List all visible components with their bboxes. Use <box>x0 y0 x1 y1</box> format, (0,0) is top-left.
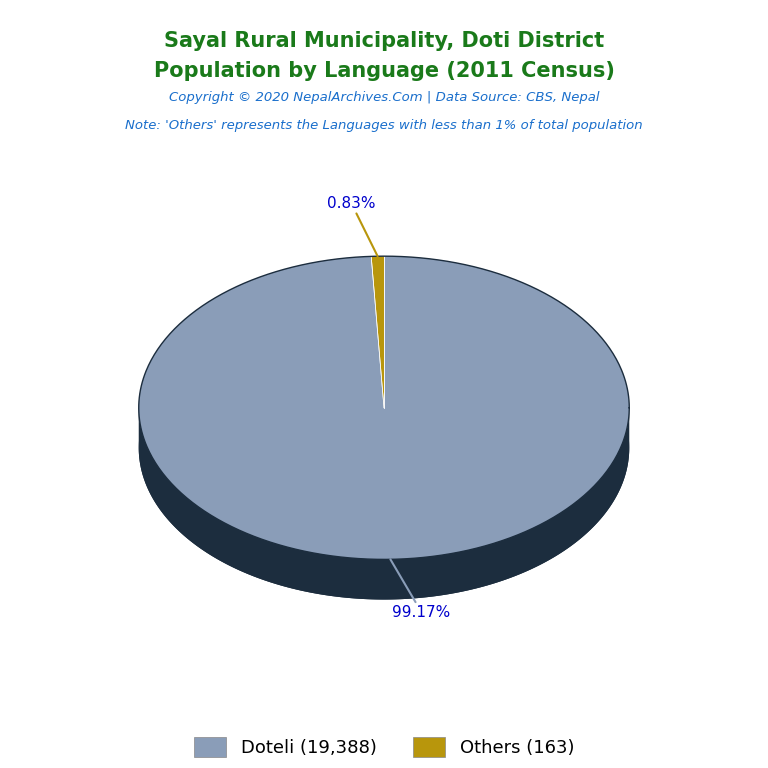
Text: Note: 'Others' represents the Languages with less than 1% of total population: Note: 'Others' represents the Languages … <box>125 119 643 132</box>
Text: Copyright © 2020 NepalArchives.Com | Data Source: CBS, Nepal: Copyright © 2020 NepalArchives.Com | Dat… <box>169 91 599 104</box>
Legend: Doteli (19,388), Others (163): Doteli (19,388), Others (163) <box>187 730 581 764</box>
Polygon shape <box>139 257 629 559</box>
Polygon shape <box>139 408 629 600</box>
Text: Sayal Rural Municipality, Doti District: Sayal Rural Municipality, Doti District <box>164 31 604 51</box>
Polygon shape <box>371 257 384 408</box>
Text: Population by Language (2011 Census): Population by Language (2011 Census) <box>154 61 614 81</box>
Text: 0.83%: 0.83% <box>327 196 378 257</box>
Polygon shape <box>139 296 629 600</box>
Text: 99.17%: 99.17% <box>390 559 451 620</box>
